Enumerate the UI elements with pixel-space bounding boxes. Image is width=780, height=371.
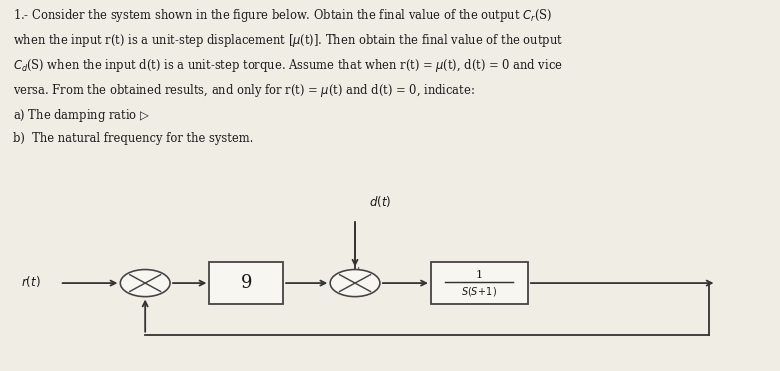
Bar xyxy=(209,262,283,304)
Ellipse shape xyxy=(120,269,170,297)
Text: when the input r(t) is a unit-step displacement [$\mu$(t)]. Then obtain the fina: when the input r(t) is a unit-step displ… xyxy=(13,32,563,49)
Text: b)  The natural frequency for the system.: b) The natural frequency for the system. xyxy=(13,132,254,145)
Text: 1.- Consider the system shown in the figure below. Obtain the final value of the: 1.- Consider the system shown in the fig… xyxy=(13,7,552,24)
Text: −: − xyxy=(126,286,133,295)
Text: $C_d$(S) when the input d(t) is a unit-step torque. Assume that when r(t) = $\mu: $C_d$(S) when the input d(t) is a unit-s… xyxy=(13,57,563,74)
Text: 1: 1 xyxy=(476,270,483,280)
Text: +: + xyxy=(354,266,361,275)
Text: a) The damping ratio $\triangleright$: a) The damping ratio $\triangleright$ xyxy=(13,107,151,124)
Text: +: + xyxy=(124,272,132,281)
Text: $r(t)$: $r(t)$ xyxy=(21,274,41,289)
Text: $S(S\!+\!1)$: $S(S\!+\!1)$ xyxy=(461,285,498,298)
Ellipse shape xyxy=(330,269,380,297)
Text: versa. From the obtained results, and only for r(t) = $\mu$(t) and d(t) = 0, ind: versa. From the obtained results, and on… xyxy=(13,82,475,99)
Text: 9: 9 xyxy=(240,274,252,292)
Text: $d(t)$: $d(t)$ xyxy=(369,194,392,210)
Bar xyxy=(431,262,528,304)
Text: +: + xyxy=(332,272,340,281)
